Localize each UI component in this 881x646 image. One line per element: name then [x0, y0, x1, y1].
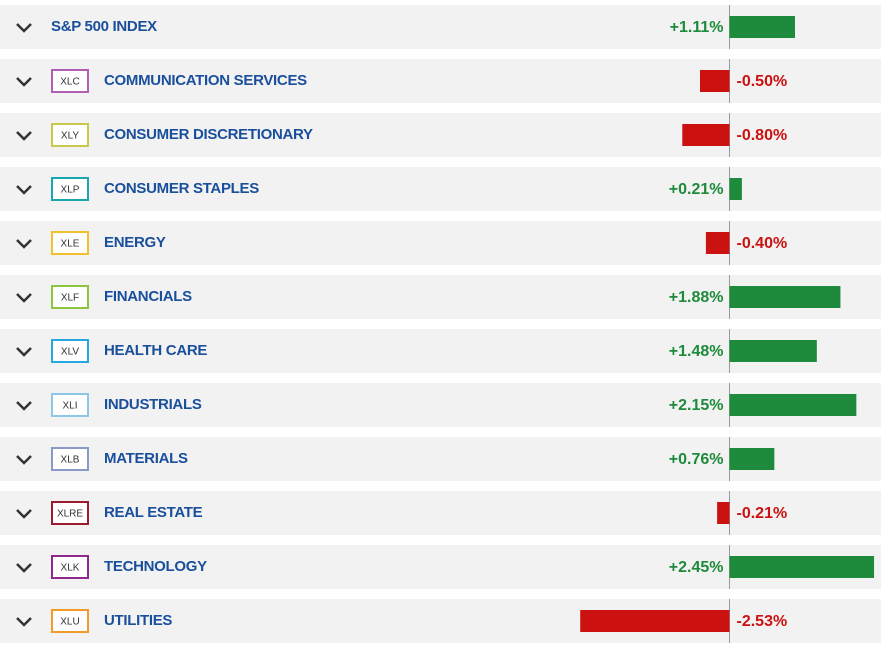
bar	[580, 610, 730, 632]
row-background[interactable]	[0, 59, 881, 103]
value-label: -0.80%	[737, 127, 788, 144]
ticker: XLE	[61, 239, 80, 250]
expand-chevron[interactable]	[16, 77, 32, 87]
ticker: XLV	[61, 347, 79, 358]
bar	[729, 340, 817, 362]
ticker-box	[51, 393, 89, 417]
bar	[729, 178, 742, 200]
ticker-box	[51, 177, 89, 201]
bar	[700, 70, 730, 92]
value-label: +2.15%	[669, 397, 724, 414]
bar	[729, 394, 857, 416]
bar	[729, 16, 795, 38]
ticker-box	[51, 447, 89, 471]
bar	[729, 448, 775, 470]
expand-chevron[interactable]	[16, 563, 32, 573]
value-label: -0.40%	[737, 235, 788, 252]
row-background[interactable]	[0, 599, 881, 643]
value-label: -0.50%	[737, 73, 788, 90]
value-label: -0.21%	[737, 505, 788, 522]
category-name: CONSUMER STAPLES	[104, 180, 259, 197]
value-label: -2.53%	[737, 613, 788, 630]
expand-chevron[interactable]	[16, 239, 32, 249]
bar	[729, 556, 875, 578]
category-name: MATERIALS	[104, 450, 188, 467]
ticker-box	[51, 555, 89, 579]
expand-chevron[interactable]	[16, 509, 32, 519]
ticker: XLP	[61, 185, 80, 196]
category-name: COMMUNICATION SERVICES	[104, 72, 307, 89]
category-name: CONSUMER DISCRETIONARY	[104, 126, 313, 143]
ticker: XLI	[62, 401, 77, 412]
ticker: XLU	[60, 617, 79, 628]
category-name: UTILITIES	[104, 612, 172, 629]
expand-chevron[interactable]	[16, 185, 32, 195]
category-name: S&P 500 INDEX	[51, 18, 157, 35]
row-background[interactable]	[0, 221, 881, 265]
ticker-box	[51, 123, 89, 147]
ticker: XLF	[61, 293, 79, 304]
category-name: TECHNOLOGY	[104, 558, 207, 575]
value-label: +1.48%	[669, 343, 724, 360]
ticker: XLY	[61, 131, 79, 142]
category-name: ENERGY	[104, 234, 166, 251]
ticker-box	[51, 285, 89, 309]
expand-chevron[interactable]	[16, 347, 32, 357]
ticker: XLK	[61, 563, 80, 574]
bar	[717, 502, 730, 524]
expand-chevron[interactable]	[16, 617, 32, 627]
ticker-box	[51, 231, 89, 255]
ticker-box	[51, 339, 89, 363]
value-label: +0.76%	[669, 451, 724, 468]
bar	[729, 286, 841, 308]
ticker-box	[51, 501, 89, 525]
bar	[705, 232, 730, 254]
ticker-box	[51, 609, 89, 633]
value-label: +0.21%	[669, 181, 724, 198]
ticker-box	[51, 69, 89, 93]
expand-chevron[interactable]	[16, 455, 32, 465]
expand-chevron[interactable]	[16, 131, 32, 141]
category-name: FINANCIALS	[104, 288, 192, 305]
row-background[interactable]	[0, 491, 881, 535]
expand-chevron[interactable]	[16, 401, 32, 411]
ticker: XLC	[60, 77, 79, 88]
category-name: INDUSTRIALS	[104, 396, 202, 413]
row-background[interactable]	[0, 113, 881, 157]
value-label: +1.11%	[670, 19, 724, 36]
category-name: REAL ESTATE	[104, 504, 203, 521]
category-name: HEALTH CARE	[104, 342, 207, 359]
expand-chevron[interactable]	[16, 23, 32, 33]
ticker: XLRE	[57, 509, 83, 520]
bar	[682, 124, 730, 146]
ticker: XLB	[61, 455, 80, 466]
expand-chevron[interactable]	[16, 293, 32, 303]
value-label: +1.88%	[669, 289, 724, 306]
value-label: +2.45%	[669, 559, 724, 576]
